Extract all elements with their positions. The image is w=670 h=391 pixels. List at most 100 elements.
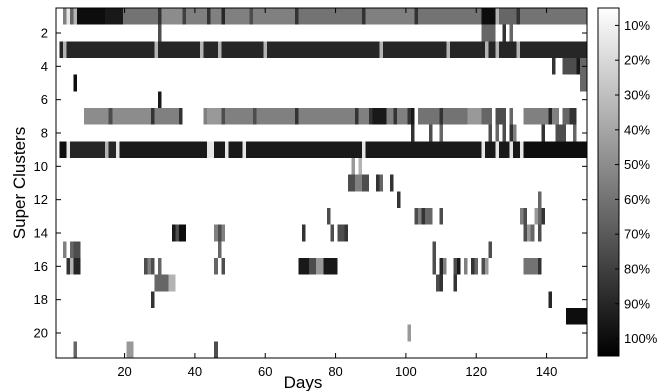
heatmap-cell: [414, 8, 419, 25]
heatmap-cell: [520, 41, 587, 58]
heatmap-cell: [509, 141, 514, 158]
heatmap-cell: [157, 24, 162, 42]
colorbar-tick-label: 40%: [624, 122, 650, 137]
heatmap-cell: [365, 141, 482, 158]
heatmap-cell: [439, 274, 443, 292]
heatmap-cell: [298, 8, 362, 25]
heatmap-cell: [513, 141, 521, 158]
heatmap-cell: [63, 41, 67, 58]
heatmap-cell: [161, 8, 183, 25]
y-tick-label: 16: [34, 259, 48, 274]
heatmap-cell: [186, 8, 208, 25]
heatmap-cell: [537, 208, 542, 225]
heatmap-cell: [73, 341, 78, 358]
y-tick-label: 8: [41, 126, 48, 141]
heatmap-cell: [249, 8, 253, 25]
heatmap-cell: [108, 141, 116, 158]
heatmap-cell: [214, 141, 225, 158]
heatmap-cell: [59, 41, 64, 58]
y-tick-label: 2: [41, 26, 48, 41]
heatmap-cell: [252, 108, 257, 125]
heatmap-cell: [179, 108, 183, 125]
heatmap-cell: [351, 158, 355, 175]
heatmap-cell: [520, 141, 524, 158]
heatmap-cell: [495, 141, 500, 158]
heatmap-cell: [555, 124, 566, 142]
heatmap-cell: [523, 208, 528, 225]
colorbar: [597, 7, 620, 357]
heatmap-cell: [214, 341, 218, 358]
heatmap-cell: [70, 8, 74, 25]
heatmap-cell: [361, 8, 366, 25]
colorbar-tick-label: 60%: [624, 192, 650, 207]
heatmap-cell: [365, 8, 415, 25]
plot-frame: [55, 7, 588, 359]
heatmap-cell: [147, 258, 151, 275]
heatmap-cell: [323, 258, 338, 275]
heatmap-cell: [221, 8, 225, 25]
heatmap-cell: [379, 41, 384, 58]
heatmap-cell: [495, 124, 500, 142]
heatmap-cell: [150, 108, 155, 125]
heatmap-cell: [126, 341, 134, 358]
heatmap-cell: [309, 258, 317, 275]
heatmap-cell: [344, 224, 348, 242]
heatmap-cell: [509, 24, 514, 42]
colorbar-tick-label: 10%: [624, 18, 650, 33]
heatmap-cell: [157, 258, 162, 275]
heatmap-cells: [59, 8, 587, 358]
heatmap-cell: [157, 91, 162, 108]
heatmap-cell: [397, 108, 408, 125]
heatmap-cell: [77, 8, 106, 25]
heatmap-cell: [108, 108, 113, 125]
heatmap-cell: [414, 208, 419, 225]
heatmap-cell: [361, 174, 369, 192]
heatmap-cell: [456, 258, 461, 275]
colorbar-tick-label: 50%: [624, 157, 650, 172]
heatmap-cell: [499, 141, 510, 158]
heatmap-cell: [495, 108, 507, 125]
heatmap-cell: [502, 124, 507, 142]
heatmap-cell: [428, 124, 433, 142]
y-tick-label: 18: [34, 292, 48, 307]
heatmap-cell: [361, 141, 366, 158]
y-tick-label: 10: [34, 159, 48, 174]
heatmap-cell: [390, 174, 394, 192]
heatmap-cell: [470, 258, 475, 275]
y-tick-label: 12: [34, 192, 48, 207]
heatmap-cell: [326, 208, 331, 225]
heatmap-cell: [516, 41, 521, 58]
heatmap-cell: [358, 108, 369, 125]
heatmap-cell: [354, 174, 362, 192]
plot-background: [56, 8, 587, 358]
heatmap-cell: [115, 141, 120, 158]
heatmap-cell: [502, 24, 507, 42]
heatmap-cell: [439, 124, 443, 142]
heatmap-cell: [84, 108, 109, 125]
x-tick-label: 80: [328, 364, 342, 379]
heatmap-cell: [379, 174, 384, 192]
x-tick-label: 100: [395, 364, 417, 379]
heatmap-cell: [442, 258, 447, 275]
heatmap-cell: [541, 124, 545, 142]
heatmap-cell: [66, 258, 71, 275]
heatmap-cell: [453, 274, 457, 292]
heatmap-cell: [154, 274, 169, 292]
heatmap-cell: [485, 258, 489, 275]
heatmap-cell: [488, 124, 493, 142]
heatmap-cell: [449, 41, 486, 58]
heatmap-cell: [397, 191, 401, 208]
heatmap-cell: [537, 258, 542, 275]
heatmap-cell: [467, 108, 482, 125]
colorbar-tick-label: 90%: [624, 296, 650, 311]
heatmap-cell: [576, 58, 580, 75]
heatmap-cell: [541, 208, 545, 225]
heatmap-cell: [383, 41, 447, 58]
heatmap-cell: [330, 224, 334, 242]
x-tick-label: 120: [465, 364, 487, 379]
heatmap-cell: [474, 258, 478, 275]
heatmap-cell: [407, 108, 412, 125]
heatmap-cell: [63, 8, 67, 25]
heatmap-cell: [411, 124, 415, 142]
